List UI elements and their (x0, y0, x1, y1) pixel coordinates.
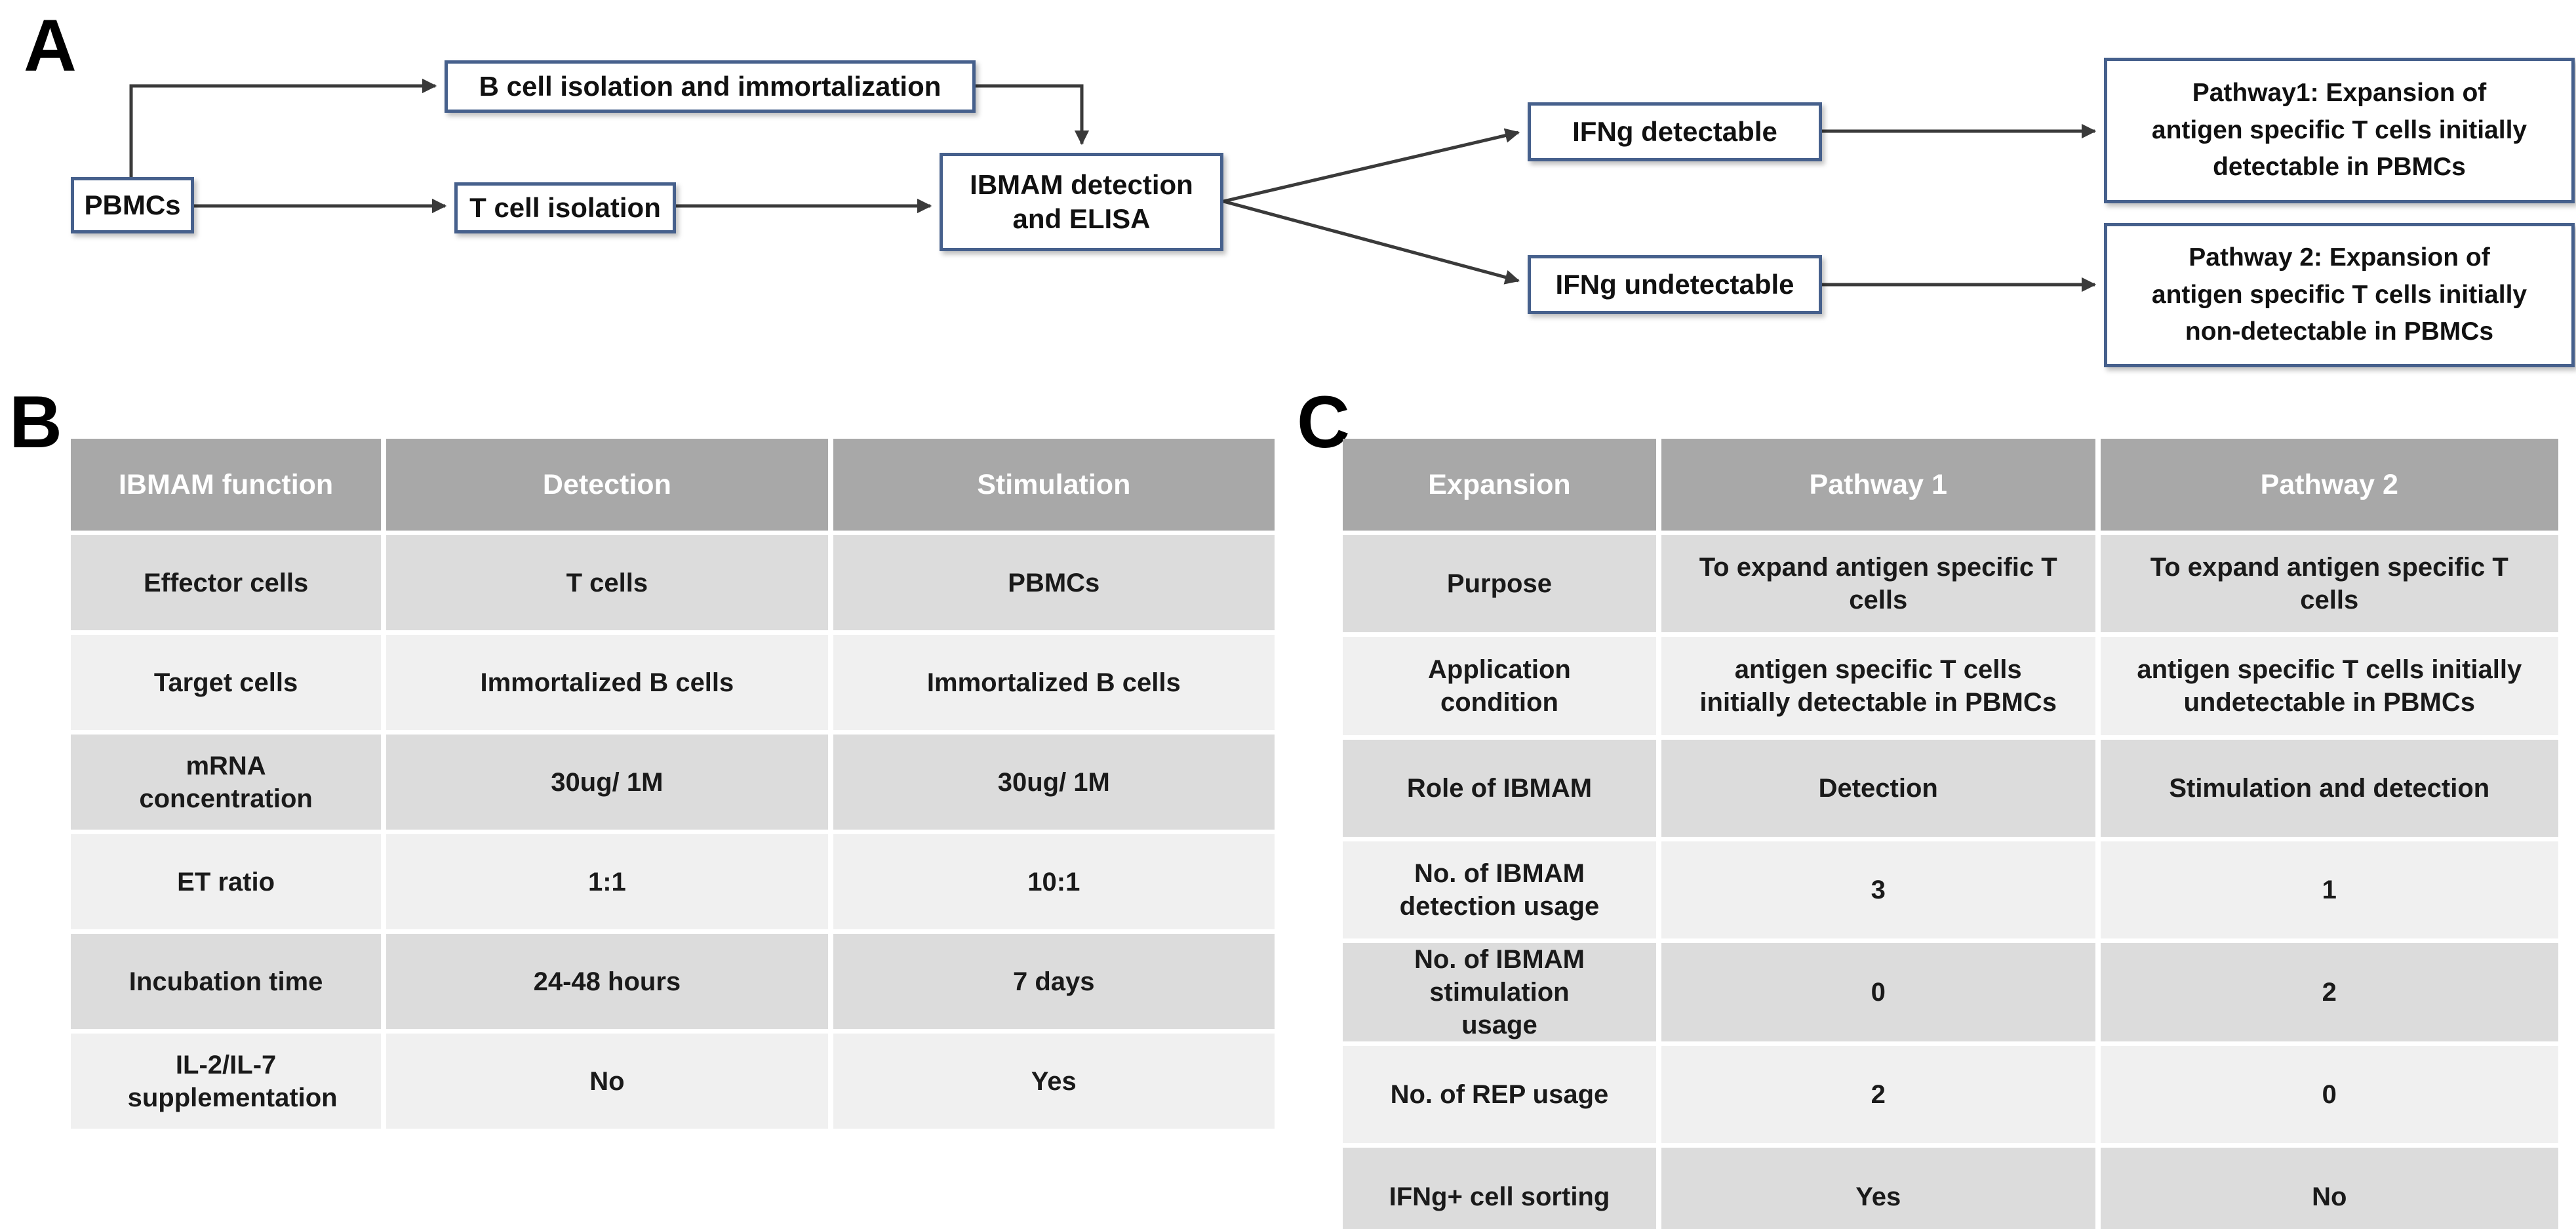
table-c-cell: No (2100, 1148, 2558, 1229)
table-b-header-stimulation: Stimulation (833, 439, 1275, 531)
flow-node-b-cell-isolation: B cell isolation and immortalization (445, 60, 976, 113)
arrow-ibmam-to-ifng-detectable (1223, 128, 1520, 203)
flow-node-pathway1-line2: antigen specific T cells initially (2151, 115, 2527, 144)
table-c-header-pathway1: Pathway 1 (1661, 439, 2095, 531)
table-b-header-detection: Detection (386, 439, 828, 531)
table-c-cell: antigen specific T cells initially undet… (2100, 637, 2558, 735)
flow-node-pathway2: Pathway 2: Expansion of antigen specific… (2104, 223, 2575, 367)
flow-node-pbmcs-label: PBMCs (84, 189, 181, 220)
table-b-cell: Yes (833, 1034, 1275, 1129)
panel-c-label: C (1297, 381, 1350, 463)
flow-node-ifng-detectable: IFNg detectable (1528, 102, 1822, 161)
table-c-row-label: Application condition (1343, 637, 1656, 735)
table-c-row-label: No. of IBMAM stimulation usage (1343, 943, 1656, 1041)
flow-node-pathway1-line3: detectable in PBMCs (2213, 153, 2466, 182)
table-row: Role of IBMAM Detection Stimulation and … (1343, 740, 2558, 837)
panel-a-label: A (24, 5, 77, 87)
flow-node-pathway1-line1: Pathway1: Expansion of (2192, 79, 2487, 108)
table-b-row-label: ET ratio (71, 834, 382, 929)
arrow-pbmcs-to-bcell (129, 78, 437, 177)
table-c-cell: To expand antigen specific T cells (1661, 535, 2095, 632)
table-c-cell: 0 (1661, 943, 2095, 1041)
flow-node-ifng-detectable-label: IFNg detectable (1572, 115, 1777, 147)
flow-node-t-cell-isolation: T cell isolation (454, 182, 676, 233)
table-b-cell: 30ug/ 1M (386, 735, 828, 830)
table-c-cell: 1 (2100, 841, 2558, 938)
table-b-row-label: IL-2/IL-7 supplementation (71, 1034, 382, 1129)
table-row: Application condition antigen specific T… (1343, 637, 2558, 735)
flow-node-ibmam-line2: and ELISA (1012, 203, 1151, 234)
panel-b-label: B (9, 381, 62, 463)
table-row: ET ratio 1:1 10:1 (71, 834, 1275, 929)
table-row: Purpose To expand antigen specific T cel… (1343, 535, 2558, 632)
table-c-cell: Detection (1661, 740, 2095, 837)
table-c-header-row: Expansion Pathway 1 Pathway 2 (1343, 439, 2558, 531)
flow-node-ibmam-line1: IBMAM detection (970, 169, 1193, 200)
table-c-cell: antigen specific T cells initially detec… (1661, 637, 2095, 735)
table-b-cell: 7 days (833, 934, 1275, 1029)
flow-node-pathway1: Pathway1: Expansion of antigen specific … (2104, 58, 2575, 203)
table-row: IL-2/IL-7 supplementation No Yes (71, 1034, 1275, 1129)
flow-node-pathway2-line2: antigen specific T cells initially (2151, 280, 2527, 309)
table-b-row-label: mRNA concentration (71, 735, 382, 830)
table-b-header-ibmam-function: IBMAM function (71, 439, 382, 531)
table-b-cell: 30ug/ 1M (833, 735, 1275, 830)
table-c-cell: To expand antigen specific T cells (2100, 535, 2558, 632)
table-c-row-label: IFNg+ cell sorting (1343, 1148, 1656, 1229)
table-c-row-label: No. of REP usage (1343, 1046, 1656, 1143)
table-c-row-label: Role of IBMAM (1343, 740, 1656, 837)
flow-node-ifng-undetectable-label: IFNg undetectable (1555, 268, 1794, 300)
arrow-ibmam-to-ifng-undetectable (1223, 199, 1520, 285)
table-row: mRNA concentration 30ug/ 1M 30ug/ 1M (71, 735, 1275, 830)
table-c-cell: Yes (1661, 1148, 2095, 1229)
table-b-cell: Immortalized B cells (833, 635, 1275, 730)
flow-node-ifng-undetectable: IFNg undetectable (1528, 255, 1822, 314)
flow-node-b-cell-label: B cell isolation and immortalization (479, 70, 941, 102)
flow-node-pbmcs: PBMCs (71, 177, 194, 233)
flow-node-pathway2-line3: non-detectable in PBMCs (2185, 317, 2494, 346)
flow-node-ibmam-detection-elisa: IBMAM detection and ELISA (940, 153, 1223, 251)
table-c-row-label: Purpose (1343, 535, 1656, 632)
table-c-cell: 3 (1661, 841, 2095, 938)
table-c-header-pathway2: Pathway 2 (2100, 439, 2558, 531)
table-row: No. of REP usage 2 0 (1343, 1046, 2558, 1143)
table-b-cell: 1:1 (386, 834, 828, 929)
table-row: Target cells Immortalized B cells Immort… (71, 635, 1275, 730)
table-b-row-label: Incubation time (71, 934, 382, 1029)
table-b-header-row: IBMAM function Detection Stimulation (71, 439, 1275, 531)
table-b-cell: T cells (386, 535, 828, 630)
table-b: IBMAM function Detection Stimulation Eff… (66, 434, 1280, 1133)
flow-node-pathway2-line1: Pathway 2: Expansion of (2189, 243, 2490, 272)
table-row: No. of IBMAM stimulation usage 0 2 (1343, 943, 2558, 1041)
table-b-cell: PBMCs (833, 535, 1275, 630)
table-c-cell: 2 (2100, 943, 2558, 1041)
table-b-cell: 24-48 hours (386, 934, 828, 1029)
table-c-cell: 2 (1661, 1046, 2095, 1143)
table-c-cell: Stimulation and detection (2100, 740, 2558, 837)
table-row: Effector cells T cells PBMCs (71, 535, 1275, 630)
table-row: Incubation time 24-48 hours 7 days (71, 934, 1275, 1029)
table-c-cell: 0 (2100, 1046, 2558, 1143)
table-c: Expansion Pathway 1 Pathway 2 Purpose To… (1338, 434, 2564, 1229)
arrow-bcell-to-ibmam (976, 84, 1090, 146)
table-row: No. of IBMAM detection usage 3 1 (1343, 841, 2558, 938)
table-b-cell: Immortalized B cells (386, 635, 828, 730)
table-c-row-label: No. of IBMAM detection usage (1343, 841, 1656, 938)
table-b-row-label: Effector cells (71, 535, 382, 630)
table-row: IFNg+ cell sorting Yes No (1343, 1148, 2558, 1229)
table-b-row-label: Target cells (71, 635, 382, 730)
table-c-header-expansion: Expansion (1343, 439, 1656, 531)
table-b-cell: 10:1 (833, 834, 1275, 929)
flow-node-t-cell-label: T cell isolation (469, 191, 661, 223)
flow-arrows (129, 78, 2097, 292)
table-b-cell: No (386, 1034, 828, 1129)
